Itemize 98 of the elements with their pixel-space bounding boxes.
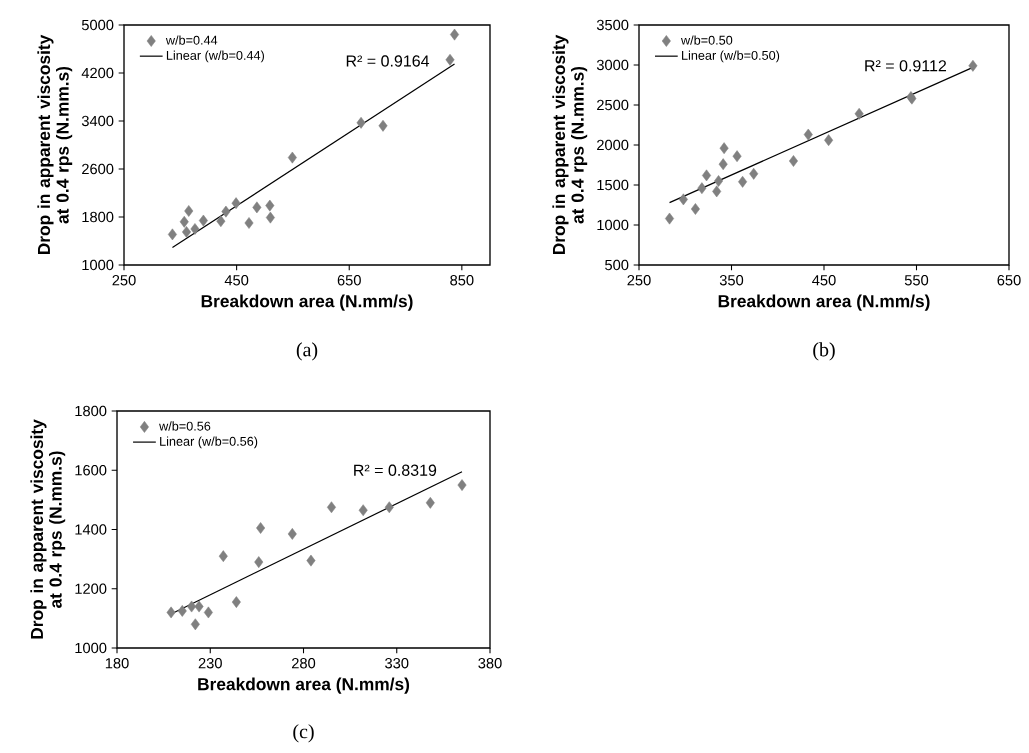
point: [356, 116, 366, 129]
point: [445, 53, 455, 66]
point: [177, 605, 187, 617]
y-tick-label: 1600: [75, 465, 107, 476]
point: [190, 618, 200, 631]
y-tick-label: 2600: [82, 163, 114, 175]
point: [718, 158, 728, 171]
point: [457, 479, 467, 491]
point: [231, 596, 241, 608]
y-tick-label: 5000: [81, 19, 114, 31]
legend-label: Linear (w/b=0.44): [166, 50, 264, 63]
point: [194, 600, 204, 613]
point: [358, 504, 368, 517]
point: [678, 193, 688, 206]
x-tick-label: 450: [224, 275, 249, 286]
y-tick-label: 1800: [75, 405, 107, 417]
point: [306, 554, 316, 567]
legend-label: w/b=0.50: [680, 35, 733, 45]
x-tick-label: 180: [105, 658, 129, 669]
point: [384, 501, 394, 514]
point: [803, 128, 813, 141]
point: [712, 185, 722, 198]
x-axis-title: Breakdown area (N.mm/s): [201, 294, 413, 311]
y-tick-label: 4200: [81, 67, 114, 79]
point: [166, 606, 176, 619]
y-axis-title: Drop in apparent viscosity at 0.4 rps (N.mm.s): [37, 34, 73, 255]
point: [254, 556, 264, 568]
point: [824, 134, 834, 147]
point: [187, 600, 197, 613]
point: [179, 215, 189, 228]
y-tick-label: 1000: [82, 259, 114, 271]
x-tick-label: 550: [904, 275, 929, 286]
point: [378, 119, 388, 132]
x-tick-label: 350: [719, 275, 744, 286]
y-tick-label: 1200: [75, 583, 107, 594]
legend-label: Linear (w/b=0.50): [682, 50, 780, 63]
legend-label: Linear (w/b=0.56): [160, 436, 258, 449]
point: [287, 528, 297, 540]
y-tick-label: 1000: [75, 642, 107, 654]
x-axis-title: Breakdown area (N.mm/s): [198, 677, 410, 694]
annotation: R² = 0.8319: [354, 464, 437, 476]
point: [182, 226, 191, 238]
point: [265, 211, 275, 224]
legend-label: w/b=0.44: [165, 35, 218, 45]
y-tick-label: 1500: [597, 179, 629, 191]
y-tick-label: 2500: [597, 99, 629, 111]
y-tick-label: 2000: [597, 139, 629, 151]
point: [719, 142, 729, 155]
point: [287, 151, 297, 164]
point: [690, 203, 700, 215]
point: [749, 167, 759, 180]
point: [198, 214, 208, 227]
point: [714, 175, 724, 187]
point: [256, 522, 266, 534]
legend-label: w/b=0.56: [159, 421, 211, 431]
point: [252, 201, 262, 214]
y-tick-label: 1400: [75, 524, 107, 535]
y-axis-title: Drop in apparent viscosity at 0.4 rps (N.mm.s): [30, 419, 66, 639]
text: (a): [296, 342, 318, 361]
x-tick-label: 850: [450, 275, 474, 286]
x-tick-label: 650: [337, 275, 361, 286]
y-tick-label: 3400: [81, 115, 114, 127]
point: [221, 205, 231, 218]
point: [789, 155, 798, 167]
y-tick-label: 500: [605, 259, 629, 271]
point: [265, 199, 275, 212]
text: (b): [813, 342, 835, 361]
x-tick-label: 450: [812, 275, 836, 286]
point: [184, 205, 194, 217]
point: [231, 197, 241, 210]
point: [697, 182, 707, 195]
x-tick-label: 250: [627, 275, 651, 286]
annotation: R² = 0.9112: [865, 60, 947, 72]
x-tick-label: 250: [112, 275, 136, 286]
point: [218, 550, 228, 563]
x-axis-title: Breakdown area (N.mm/s): [718, 294, 930, 311]
point: [732, 150, 742, 163]
y-tick-label: 3000: [596, 59, 629, 71]
annotation: R² = 0.9164: [346, 55, 430, 67]
y-tick-label: 3500: [596, 19, 629, 31]
point: [244, 217, 254, 229]
point: [167, 228, 177, 241]
point: [216, 215, 226, 228]
x-tick-label: 330: [385, 658, 409, 669]
x-tick-label: 650: [997, 275, 1021, 286]
x-tick-label: 280: [292, 658, 316, 669]
x-tick-label: 380: [478, 658, 502, 669]
point: [190, 223, 200, 235]
point: [854, 107, 864, 120]
point: [738, 175, 748, 188]
point: [425, 496, 435, 509]
point: [968, 59, 978, 72]
point: [203, 606, 213, 619]
y-tick-label: 1800: [82, 211, 114, 223]
text: (c): [293, 724, 314, 743]
y-tick-label: 1000: [597, 219, 629, 231]
y-axis-title: Drop in apparent viscosity at 0.4 rps (N.mm.s): [552, 34, 588, 255]
x-tick-label: 230: [198, 658, 222, 669]
